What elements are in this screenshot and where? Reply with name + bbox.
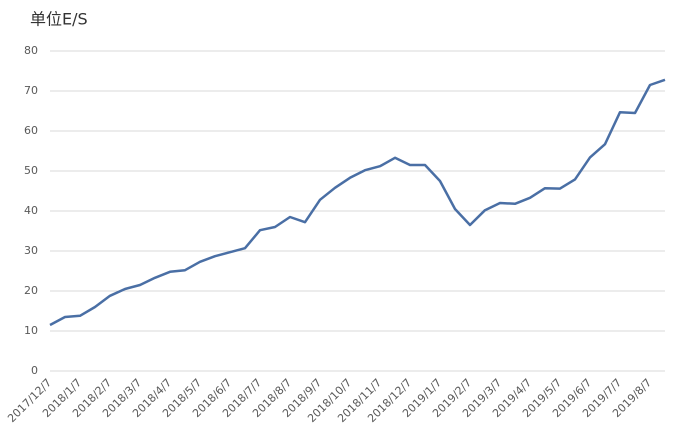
line-series (49, 78, 666, 327)
y-tick-label: 50 (24, 164, 38, 177)
y-tick-label: 20 (24, 284, 38, 297)
y-tick-label: 30 (24, 244, 38, 257)
chart-title: 单位E/S (30, 10, 88, 29)
y-tick-label: 0 (31, 364, 38, 377)
y-tick-label: 60 (24, 124, 38, 137)
y-tick-label: 70 (24, 84, 38, 97)
y-tick-label: 40 (24, 204, 38, 217)
y-tick-label: 80 (24, 44, 38, 57)
y-tick-label: 10 (24, 324, 38, 337)
